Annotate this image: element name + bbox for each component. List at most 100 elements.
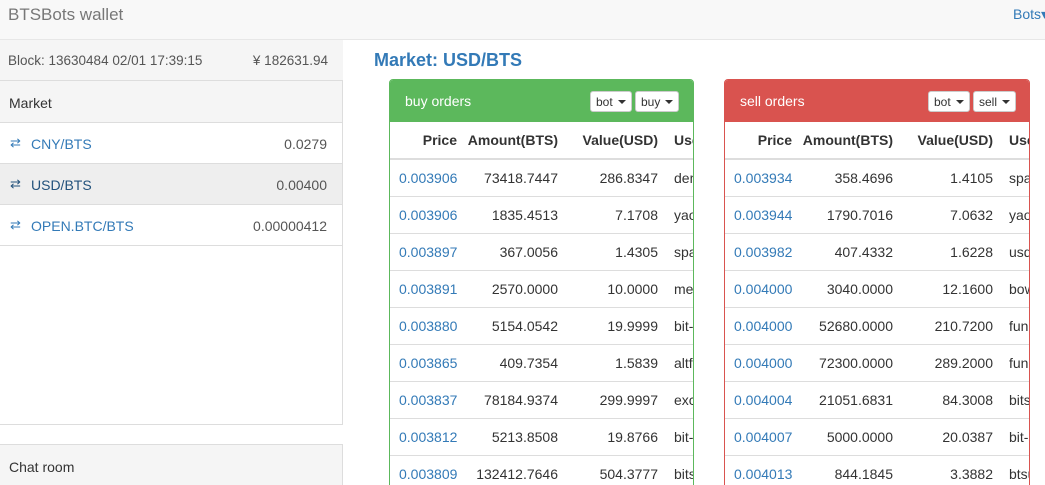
order-user: mec [666, 270, 693, 308]
order-price-link[interactable]: 0.004004 [725, 381, 800, 419]
bots-menu[interactable]: Bots▾ [1013, 6, 1045, 22]
order-price-link[interactable]: 0.003880 [390, 307, 465, 345]
order-user: spa [1001, 159, 1029, 197]
order-price-link[interactable]: 0.003982 [725, 233, 800, 271]
order-cell: 286.8347 [566, 159, 666, 197]
order-user: funn [1001, 344, 1029, 382]
order-row: 0.004004 21051.6831 84.3008 bits [725, 381, 1029, 419]
order-row: 0.003934 358.4696 1.4105 spa [725, 159, 1029, 197]
order-price-link[interactable]: 0.003897 [390, 233, 465, 271]
sell-type-filter-dropdown[interactable]: sell [973, 91, 1017, 112]
order-price-link[interactable]: 0.003906 [390, 159, 465, 197]
sell-bot-filter-dropdown[interactable]: bot [928, 91, 970, 112]
block-info: Block: 13630484 02/01 17:39:15 [8, 53, 203, 68]
sell-orders-table: PriceAmount(BTS)Value(USD)User0.00393435… [725, 122, 1029, 485]
order-price-link[interactable]: 0.003944 [725, 196, 800, 234]
order-user: span [666, 233, 693, 271]
order-price-link[interactable]: 0.004000 [725, 344, 800, 382]
order-cell: 132412.7646 [465, 455, 566, 485]
order-price-link[interactable]: 0.003837 [390, 381, 465, 419]
order-user: bits [1001, 381, 1029, 419]
order-cell: 299.9997 [566, 381, 666, 419]
order-user: bit-s [1001, 418, 1029, 456]
market-price: 0.00400 [276, 177, 327, 193]
order-cell: 1835.4513 [465, 196, 566, 234]
column-header: Amount(BTS) [465, 122, 566, 160]
buy-type-filter-dropdown[interactable]: buy [635, 91, 680, 112]
market-pair-link[interactable]: OPEN.BTC/BTS [31, 218, 134, 234]
order-user: bitsh [666, 455, 693, 485]
order-cell: 1.4305 [566, 233, 666, 271]
order-cell: 210.7200 [901, 307, 1001, 345]
order-price-link[interactable]: 0.003891 [390, 270, 465, 308]
sell-bot-filter-label: bot [934, 95, 951, 109]
order-price-link[interactable]: 0.003934 [725, 159, 800, 197]
order-user: usd [1001, 233, 1029, 271]
column-header: Value(USD) [901, 122, 1001, 160]
order-cell: 358.4696 [800, 159, 901, 197]
order-row: 0.003982 407.4332 1.6228 usd [725, 233, 1029, 271]
order-cell: 5000.0000 [800, 418, 901, 456]
column-header: Value(USD) [566, 122, 666, 160]
swap-arrows-icon: ⇄ [10, 217, 21, 232]
order-user: bit-s [666, 307, 693, 345]
order-cell: 1.6228 [901, 233, 1001, 271]
swap-arrows-icon: ⇄ [10, 176, 21, 191]
order-price-link[interactable]: 0.004000 [725, 270, 800, 308]
column-header: User [666, 122, 693, 160]
buy-bot-filter-label: bot [596, 95, 613, 109]
app-title[interactable]: BTSBots wallet [8, 5, 124, 24]
market-pair-link[interactable]: USD/BTS [31, 177, 92, 193]
order-user: altfu [666, 344, 693, 382]
order-cell: 3.3882 [901, 455, 1001, 485]
buy-orders-title: buy orders [405, 93, 472, 109]
column-header: Amount(BTS) [800, 122, 901, 160]
order-price-link[interactable]: 0.003812 [390, 418, 465, 456]
market-pair-link[interactable]: CNY/BTS [31, 136, 92, 152]
market-item[interactable]: ⇄ CNY/BTS 0.0279 [0, 123, 342, 164]
market-panel: Market ⇄ CNY/BTS 0.0279 ⇄ USD/BTS 0.00400 ⇄ OPE… [0, 80, 343, 425]
order-price-link[interactable]: 0.003906 [390, 196, 465, 234]
order-cell: 844.1845 [800, 455, 901, 485]
buy-orders-table: PriceAmount(BTS)Value(USD)User0.00390673… [390, 122, 693, 485]
order-user: bit-s [666, 418, 693, 456]
caret-down-icon [665, 100, 674, 104]
order-price-link[interactable]: 0.004007 [725, 418, 800, 456]
order-price-link[interactable]: 0.004000 [725, 307, 800, 345]
order-cell: 7.1708 [566, 196, 666, 234]
buy-bot-filter-dropdown[interactable]: bot [590, 91, 632, 112]
order-user: yao [666, 196, 693, 234]
market-item[interactable]: ⇄ OPEN.BTC/BTS 0.00000412 [0, 205, 342, 246]
order-cell: 78184.9374 [465, 381, 566, 419]
order-cell: 12.1600 [901, 270, 1001, 308]
chat-room-panel[interactable]: Chat room [0, 444, 343, 485]
order-user: bow [1001, 270, 1029, 308]
order-cell: 19.8766 [566, 418, 666, 456]
order-cell: 1790.7016 [800, 196, 901, 234]
caret-down-icon [617, 100, 626, 104]
order-user: yao [1001, 196, 1029, 234]
order-cell: 407.4332 [800, 233, 901, 271]
market-title: Market: USD/BTS [374, 50, 523, 70]
order-cell: 21051.6831 [800, 381, 901, 419]
market-item[interactable]: ⇄ USD/BTS 0.00400 [0, 164, 342, 205]
column-header: Price [725, 122, 800, 160]
buy-orders-header: buy orders bot buy [390, 80, 693, 122]
market-price: 0.00000412 [253, 218, 327, 234]
order-cell: 367.0056 [465, 233, 566, 271]
order-price-link[interactable]: 0.003809 [390, 455, 465, 485]
order-price-link[interactable]: 0.004013 [725, 455, 800, 485]
caret-down-icon [1002, 100, 1011, 104]
order-price-link[interactable]: 0.003865 [390, 344, 465, 382]
order-cell: 52680.0000 [800, 307, 901, 345]
